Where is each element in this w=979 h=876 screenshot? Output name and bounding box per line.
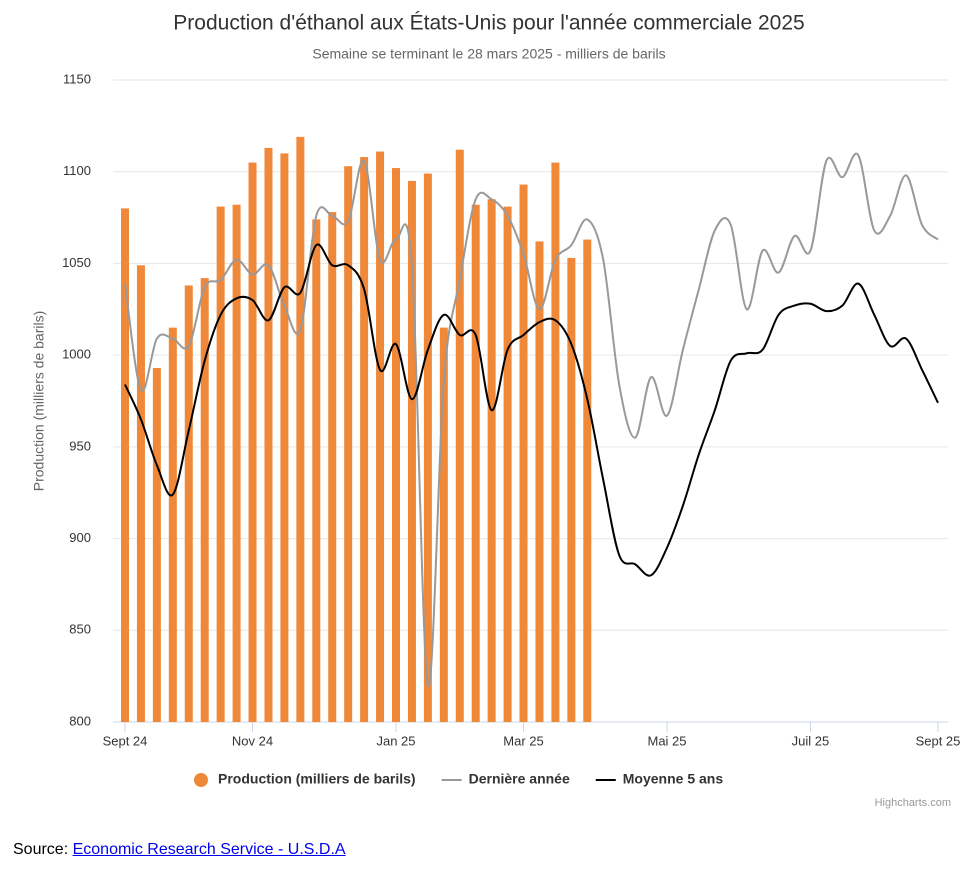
bar (136, 265, 145, 722)
bar (344, 166, 353, 722)
x-tick-label: Jan 25 (376, 733, 415, 748)
bar (152, 367, 161, 722)
legend-symbol (194, 773, 208, 787)
bar (248, 162, 257, 723)
chart-title: Production d'éthanol aux États-Unis pour… (173, 12, 804, 35)
y-tick-label: 1000 (62, 347, 91, 362)
bar (551, 162, 560, 723)
source-link[interactable]: Economic Research Service - U.S.D.A (72, 841, 346, 858)
y-tick-label: 1050 (62, 255, 91, 270)
x-tick-label: Sept 24 (103, 733, 148, 748)
bar (583, 239, 592, 722)
bar (280, 153, 289, 722)
source-prefix: Source: (13, 841, 69, 858)
legend-label: Dernière année (469, 771, 570, 787)
bar (392, 168, 400, 722)
y-tick-label: 950 (69, 438, 91, 453)
legend-label: Moyenne 5 ans (623, 771, 724, 787)
y-tick-label: 1100 (63, 163, 91, 178)
x-tick-label: Sept 25 (916, 733, 961, 748)
legend-label: Production (milliers de barils) (218, 771, 416, 787)
bar (535, 241, 544, 722)
bar (264, 147, 273, 722)
bar (567, 257, 576, 722)
x-tick-label: Juil 25 (792, 733, 830, 748)
credit: Highcharts.com (875, 797, 951, 809)
chart: Production d'éthanol aux États-Unis pour… (31, 12, 961, 809)
line (124, 243, 939, 577)
bar (471, 204, 480, 722)
y-axis-label: Production (milliers de barils) (31, 311, 47, 492)
y-tick-label: 900 (69, 530, 91, 545)
bar (503, 206, 512, 722)
bar (407, 180, 416, 722)
y-tick-label: 1150 (63, 71, 91, 86)
source: Source: Economic Research Service - U.S.… (13, 841, 346, 859)
x-tick-label: Mai 25 (647, 733, 686, 748)
line (124, 152, 939, 688)
bar (216, 206, 225, 722)
bar (360, 157, 369, 723)
bar (184, 285, 193, 722)
bar (232, 204, 241, 722)
bar (328, 212, 337, 722)
bar (439, 327, 448, 722)
bar (296, 136, 305, 722)
bar (200, 278, 209, 722)
x-tick-label: Nov 24 (232, 733, 273, 748)
y-tick-label: 850 (69, 622, 91, 637)
bar (376, 151, 385, 723)
bar (519, 184, 528, 722)
bar (487, 199, 496, 722)
x-tick-label: Mar 25 (503, 733, 543, 748)
bar (455, 149, 464, 722)
bar (121, 208, 129, 722)
chart-subtitle: Semaine se terminant le 28 mars 2025 - m… (312, 46, 665, 62)
y-tick-label: 800 (69, 713, 91, 728)
bar (423, 173, 432, 722)
bar (312, 219, 321, 723)
bar (168, 327, 177, 722)
